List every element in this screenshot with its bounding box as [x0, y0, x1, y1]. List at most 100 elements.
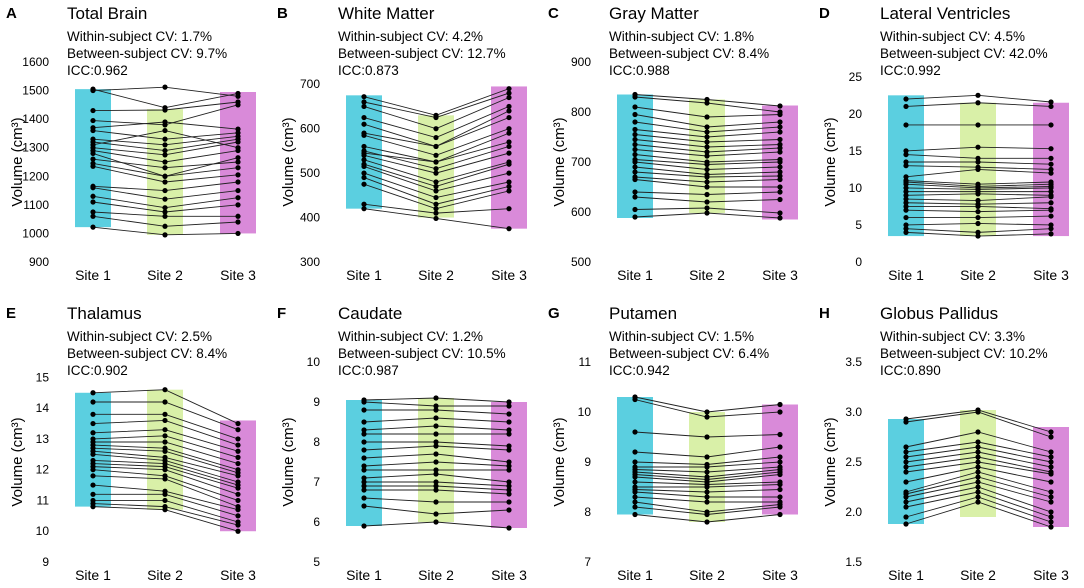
- data-point: [433, 206, 439, 212]
- data-point: [1048, 146, 1054, 152]
- data-point: [704, 161, 710, 168]
- data-point: [903, 454, 909, 460]
- data-point: [903, 103, 909, 110]
- data-point: [506, 179, 512, 185]
- data-point: [777, 504, 783, 510]
- x-tick-label: Site 2: [147, 267, 183, 283]
- data-point: [235, 102, 241, 108]
- data-point: [506, 463, 512, 469]
- data-point: [704, 191, 710, 198]
- x-tick-label: Site 2: [418, 267, 454, 283]
- x-tick-label: Site 1: [617, 267, 653, 283]
- data-point: [90, 199, 96, 205]
- data-point: [632, 176, 638, 183]
- subject-line: [92, 88, 239, 109]
- data-point: [162, 467, 168, 473]
- data-point: [235, 147, 241, 154]
- data-point: [506, 427, 512, 433]
- data-point: [235, 159, 241, 165]
- data-point: [1048, 170, 1054, 176]
- data-point: [506, 411, 512, 417]
- data-point: [433, 519, 439, 525]
- data-point: [235, 427, 241, 433]
- data-point: [704, 511, 710, 518]
- data-point: [506, 525, 512, 531]
- data-point: [361, 427, 367, 433]
- data-point: [506, 419, 512, 425]
- data-point: [506, 90, 512, 96]
- y-tick-label: 7: [584, 555, 591, 569]
- data-point: [433, 152, 439, 158]
- y-tick-label: 10: [849, 181, 863, 195]
- data-point: [704, 499, 710, 505]
- data-point: [361, 495, 367, 501]
- x-tick-label: Site 3: [1033, 567, 1069, 583]
- data-point: [235, 528, 241, 534]
- data-point: [506, 459, 512, 465]
- data-point: [903, 494, 909, 500]
- data-point: [975, 449, 981, 455]
- data-point: [90, 87, 96, 94]
- data-point: [90, 150, 96, 157]
- data-point: [90, 411, 96, 417]
- data-point: [777, 444, 783, 450]
- data-point: [90, 399, 96, 405]
- data-point: [903, 192, 909, 198]
- data-point: [506, 399, 512, 405]
- within-subject-cv: Within-subject CV: 4.5%: [880, 29, 1025, 44]
- data-point: [1048, 103, 1054, 110]
- within-subject-cv: Within-subject CV: 1.7%: [67, 29, 212, 44]
- data-point: [235, 448, 241, 454]
- data-point: [903, 521, 909, 527]
- data-point: [361, 447, 367, 453]
- data-point: [90, 482, 96, 488]
- data-point: [704, 153, 710, 159]
- panel-globus-pallidus: H Globus Pallidus Within-subject CV: 3.3% B…: [819, 304, 1069, 583]
- y-tick-label: 900: [571, 55, 591, 69]
- data-point: [235, 442, 241, 448]
- data-point: [506, 507, 512, 513]
- data-point: [975, 203, 981, 210]
- data-point: [903, 200, 909, 206]
- data-point: [1048, 519, 1054, 525]
- data-point: [975, 100, 981, 106]
- data-point: [361, 94, 367, 100]
- data-point: [704, 454, 710, 460]
- data-point: [777, 215, 783, 221]
- data-point: [433, 194, 439, 201]
- data-point: [777, 129, 783, 135]
- data-point: [632, 151, 638, 158]
- data-point: [975, 214, 981, 221]
- y-axis-title: Volume (cm³): [9, 417, 26, 506]
- data-point: [506, 139, 512, 145]
- data-point: [975, 469, 981, 475]
- data-point: [162, 205, 168, 211]
- x-tick-label: Site 1: [75, 267, 111, 283]
- data-point: [162, 159, 168, 165]
- y-tick-label: 12: [36, 463, 50, 477]
- data-point: [433, 511, 439, 517]
- data-point: [361, 431, 367, 437]
- data-point: [433, 467, 439, 473]
- data-point: [632, 214, 638, 220]
- data-point: [90, 504, 96, 510]
- data-point: [975, 197, 981, 204]
- data-point: [90, 156, 96, 162]
- data-point: [162, 179, 168, 185]
- data-point: [704, 129, 710, 135]
- data-point: [704, 179, 710, 185]
- data-point: [433, 134, 439, 141]
- panel-total-brain: A Total Brain Within-subject CV: 1.7% Betwe…: [6, 4, 256, 283]
- data-point: [632, 94, 638, 100]
- data-point: [903, 504, 909, 510]
- data-point: [903, 185, 909, 191]
- data-point: [632, 479, 638, 485]
- data-point: [506, 126, 512, 132]
- data-point: [361, 523, 367, 529]
- data-point: [903, 514, 909, 520]
- data-point: [632, 499, 638, 505]
- data-point: [361, 487, 367, 493]
- data-point: [90, 163, 96, 169]
- data-point: [162, 439, 168, 445]
- data-point: [506, 487, 512, 493]
